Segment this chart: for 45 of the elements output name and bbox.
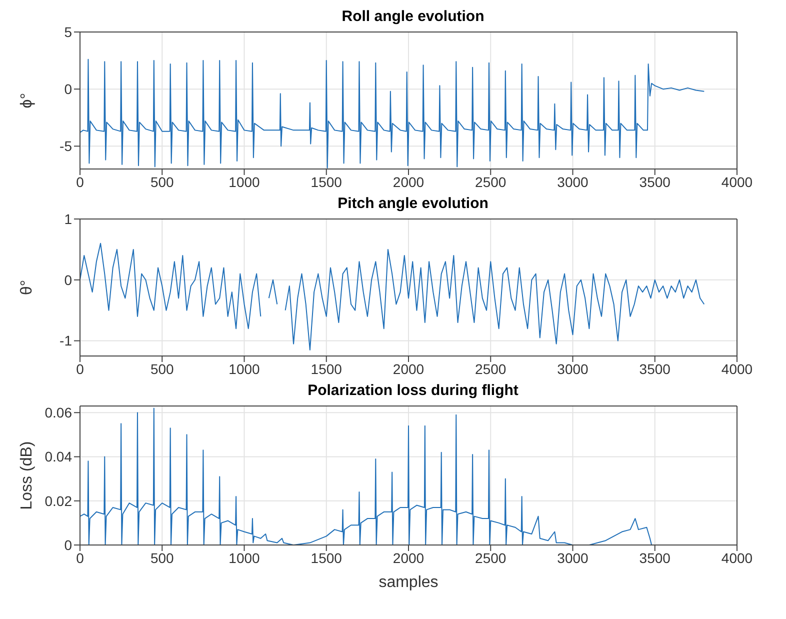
y-axis-title: θ°	[18, 280, 36, 296]
y-tick-label: 0.02	[44, 492, 72, 509]
x-tick-label: 4000	[721, 360, 753, 377]
x-tick-label: 1000	[228, 174, 260, 190]
x-tick-label: 1500	[310, 550, 342, 566]
chart-title: Roll angle evolution	[340, 8, 486, 25]
y-tick-label: 5	[64, 24, 72, 40]
x-tick-label: 3000	[557, 550, 589, 566]
y-tick-label: 0.06	[44, 404, 72, 421]
x-tick-label: 3500	[639, 550, 671, 566]
y-tick-label: 1	[64, 210, 72, 227]
chart-title: Pitch angle evolution	[336, 195, 490, 212]
y-axis-title: ϕ°	[18, 92, 36, 108]
x-tick-label: 0	[76, 550, 84, 566]
y-tick-label: 0	[64, 536, 72, 553]
line-series	[80, 58, 705, 168]
y-tick-label: 0	[64, 81, 72, 98]
x-tick-label: 3000	[557, 360, 589, 377]
x-tick-label: 0	[76, 174, 84, 190]
x-axis-title: samples	[378, 574, 438, 591]
x-tick-label: 4000	[721, 174, 753, 190]
x-tick-label: 3500	[639, 174, 671, 190]
y-tick-label: -5	[60, 138, 72, 154]
x-tick-label: 500	[150, 174, 174, 190]
x-tick-label: 1500	[310, 360, 342, 377]
x-tick-label: 2500	[475, 360, 506, 377]
y-tick-label: 0.04	[44, 448, 72, 465]
x-tick-label: 3000	[557, 174, 589, 190]
x-tick-label: 500	[150, 550, 174, 566]
y-tick-label: -1	[60, 332, 72, 349]
x-tick-label: 4000	[721, 550, 753, 566]
y-tick-label: 0	[64, 272, 72, 288]
y-axis-title: Loss (dB)	[18, 441, 36, 510]
x-tick-label: 500	[150, 360, 174, 377]
x-tick-label: 2500	[475, 550, 506, 566]
chart-title: Polarization loss during flight	[306, 382, 520, 399]
x-tick-label: 2000	[392, 550, 424, 566]
x-tick-label: 1500	[310, 174, 342, 190]
x-tick-label: 1000	[228, 550, 260, 566]
x-tick-label: 2500	[475, 174, 506, 190]
x-tick-label: 1000	[228, 360, 260, 377]
x-tick-label: 2000	[392, 174, 424, 190]
x-tick-label: 0	[76, 360, 84, 377]
x-tick-label: 3500	[639, 360, 671, 377]
x-tick-label: 2000	[392, 360, 424, 377]
